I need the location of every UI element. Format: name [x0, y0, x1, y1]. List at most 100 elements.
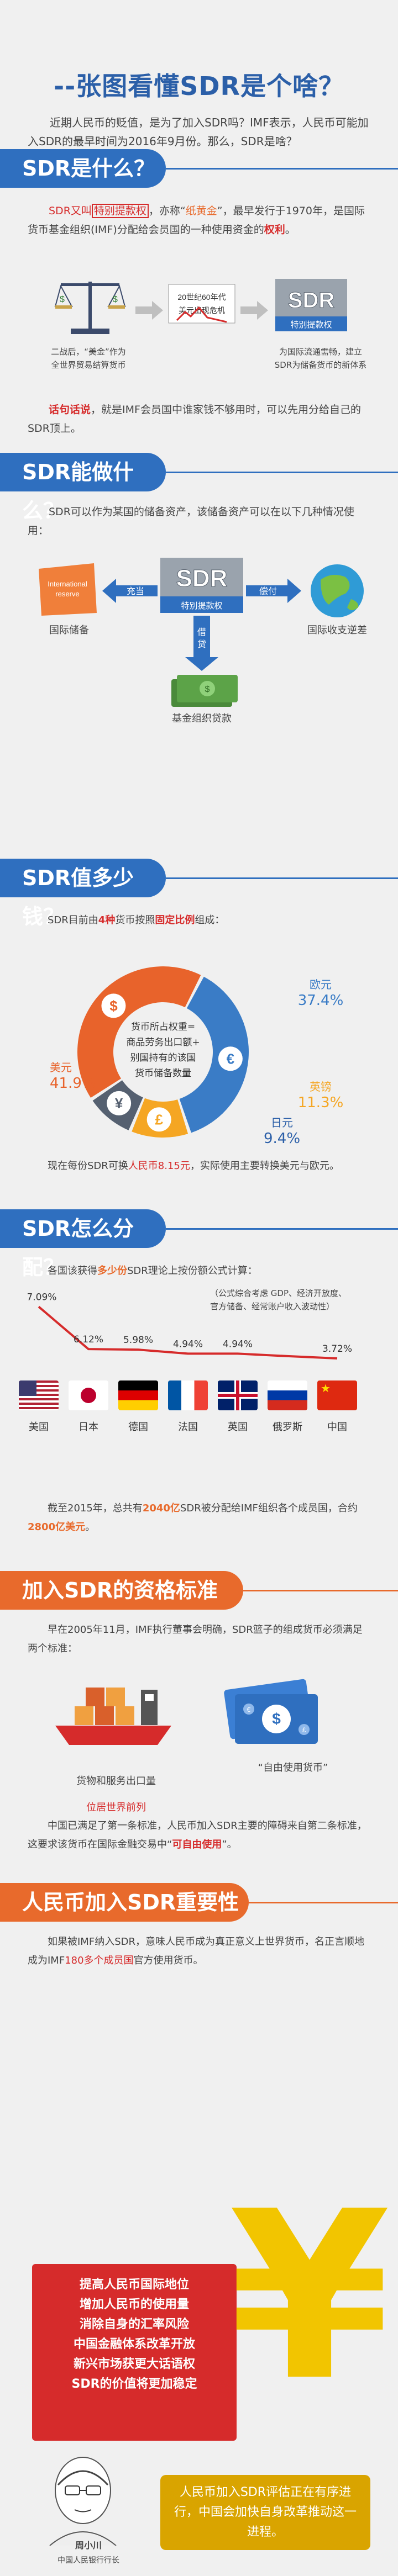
importance-item: 增加人民币的使用量 — [79, 2298, 189, 2311]
section-divider — [166, 877, 398, 879]
criteria-export-caption: 货物和服务出口量 位居世界前列 — [76, 1775, 156, 1813]
cargo-ship-icon — [55, 1688, 171, 1745]
quota-line-path — [38, 1305, 338, 1360]
sdr-history-illustration: $ $ 20世纪60年代 美元出现危机 SDR 特别提款权 — [54, 279, 347, 334]
section-value-title: SDR值多少钱？ — [0, 859, 166, 929]
country-label: 日本 — [78, 1421, 98, 1433]
svg-text:借: 借 — [197, 627, 206, 637]
donut-center-text: 货币储备数量 — [135, 1068, 191, 1079]
section-what-summary: 话句话说，就是IMF会员国中谁家钱不够用时，可以先用分给自己的SDR顶上。 — [28, 404, 361, 435]
svg-text:SDR: SDR — [176, 565, 228, 592]
globe-icon — [311, 564, 364, 617]
country-label: 英国 — [228, 1421, 248, 1433]
section-divider — [166, 472, 398, 473]
importance-item: 提高人民币国际地位 — [79, 2278, 189, 2292]
importance-item: 中国金融体系改革开放 — [73, 2337, 195, 2351]
section-value-header: SDR值多少钱？ — [0, 859, 398, 929]
section-allocation-header: SDR怎么分配？ — [0, 1209, 398, 1279]
formula-note: （公式综合考虑 GDP、经济开放度、 官方储备、经常账户收入波动性） — [210, 1288, 347, 1311]
yuan-symbol-icon: ¥ — [228, 2162, 391, 2432]
svg-text:充当: 充当 — [127, 586, 144, 596]
currency-symbol-icon: $ — [109, 997, 118, 1014]
page-title: --张图看懂SDR是个啥？ — [0, 66, 398, 103]
quota-value-label: 17.09% — [28, 1292, 56, 1303]
section-use-title: SDR能做什么？ — [0, 453, 166, 523]
caption-new-system: 为国际流通需畅，建立 SDR为储备货币的新体系 — [274, 347, 367, 370]
quote-bubble: 人民币加入SDR评估正在有序进行，中国会加快自身改革推动这一进程。 — [160, 2475, 370, 2550]
currency-symbol-icon: £ — [155, 1111, 163, 1128]
donut-label-3: 日元 — [271, 1116, 293, 1129]
country-label: 中国 — [327, 1421, 347, 1433]
donut-value-2: 11.3% — [298, 1094, 344, 1111]
section-divider — [243, 1590, 398, 1591]
flag-icon — [168, 1380, 208, 1410]
section-what-title: SDR是什么？ — [0, 149, 166, 188]
country-label: 德国 — [128, 1421, 148, 1433]
donut-value-1: 37.4% — [298, 992, 344, 1009]
country-label: 美国 — [29, 1421, 49, 1433]
importance-item: 消除自身的汇率风险 — [79, 2318, 189, 2331]
section-criteria-paragraph: 早在2005年11月，IMF执行董事会明确，SDR篮子的组成货币必须满足两个标准… — [28, 1624, 363, 1654]
section-importance-paragraph: 如果被IMF纳入SDR，意味人民币成为真正意义上世界货币，名正言顺地成为IMF1… — [28, 1936, 364, 1966]
svg-text:贷: 贷 — [197, 639, 206, 649]
donut-center-text: 商品劳务出口额+ — [126, 1037, 200, 1048]
section-allocation-title: SDR怎么分配？ — [0, 1209, 166, 1279]
caption-postwar: 二战后，“美金”作为 全世界贸易结算货币 — [51, 347, 126, 370]
quota-value-label: 4.94% — [223, 1339, 253, 1350]
donut-value-3: 9.4% — [264, 1130, 300, 1147]
criteria-illustration: $ € £ — [55, 1679, 318, 1745]
arrow-right-icon — [246, 579, 301, 603]
flag-icon — [118, 1380, 158, 1410]
money-stack-icon: $ — [171, 675, 238, 707]
caption-balance-deficit: 国际收支逆差 — [307, 625, 367, 636]
quota-value-label: 4.94% — [173, 1339, 203, 1350]
currency-symbol-badge — [218, 1046, 243, 1071]
arrow-right-icon — [240, 301, 268, 320]
currency-symbol-icon: € — [227, 1050, 234, 1067]
section-what-paragraph: SDR又叫 特别提款权 ，亦称“纸黄金”，最早发行于1970年，是国际货币基金组织(… — [28, 204, 365, 236]
importance-list-box: 提高人民币国际地位 增加人民币的使用量 消除自身的汇率风险 中国金融体系改革开放… — [32, 2264, 237, 2441]
sdr-block-icon: SDR 特别提款权 — [275, 279, 347, 331]
currency-symbol-badge — [101, 993, 126, 1018]
section-criteria-header: 加入SDR的资格标准 — [0, 1571, 398, 1610]
donut-label-0: 美元 — [50, 1061, 72, 1074]
international-reserve-icon: International reserve — [39, 563, 97, 616]
section-allocation-paragraph: 各国该获得多少份SDR理论上按份额公式计算： — [48, 1265, 258, 1277]
title-text: 张图看懂SDR是个啥？ — [76, 71, 344, 101]
flag-icon — [69, 1380, 108, 1410]
donut-slice-1 — [179, 976, 249, 1133]
svg-text:$: $ — [113, 295, 118, 304]
section-criteria-title: 加入SDR的资格标准 — [0, 1571, 243, 1610]
donut-center-text: 别国持有的该国 — [130, 1052, 196, 1064]
svg-text:特别提款权: 特别提款权 — [181, 601, 222, 611]
currency-symbol-badge — [146, 1107, 171, 1132]
donut-label-1: 欧元 — [310, 978, 332, 991]
caption-international-reserve: 国际储备 — [49, 625, 89, 636]
country-label: 俄罗斯 — [273, 1421, 302, 1433]
section-value-summary: 现在每份SDR可换人民币8.15元，实际使用主要转换美元与欧元。 — [48, 1160, 339, 1172]
svg-text:€: € — [247, 1706, 251, 1713]
intro-paragraph: 近期人民币的贬值，是为了加入SDR吗？IMF表示，人民币可能加入SDR的最早时间… — [28, 116, 369, 148]
quota-value-label: 5.98% — [123, 1335, 153, 1346]
importance-item: SDR的价值将更加稳定 — [71, 2377, 197, 2391]
keyword-sdr: 特别提款权 — [91, 204, 149, 218]
quota-share-line: 17.09% 6.12% 5.98% 4.94% 4.94% 3.72% — [28, 1292, 352, 1360]
flag-icon: ★ — [317, 1380, 357, 1410]
flag-icon — [19, 1380, 59, 1410]
section-use-paragraph: SDR可以作为某国的储备资产，该储备资产可以在以下几种情况使用： — [28, 506, 354, 537]
title-dash: -- — [54, 71, 76, 101]
donut-label-2: 英镑 — [310, 1080, 332, 1093]
sdr-usage-diagram: SDR 特别提款权 充当 偿付 借 贷 International reserv… — [39, 558, 364, 707]
svg-text:reserve: reserve — [55, 590, 79, 598]
section-divider — [166, 168, 398, 170]
person-title: 中国人民银行行长 — [57, 2556, 119, 2565]
svg-text:£: £ — [302, 1726, 306, 1734]
currency-banknote-icon: $ € £ — [224, 1679, 318, 1744]
quota-value-label: 3.72% — [322, 1343, 352, 1355]
currency-symbol-badge — [107, 1091, 132, 1115]
section-importance-header: 人民币加入SDR重要性 — [0, 1883, 398, 1922]
crisis-box: 20世纪60年代 美元出现危机 — [168, 284, 235, 324]
section-divider — [166, 1228, 398, 1230]
